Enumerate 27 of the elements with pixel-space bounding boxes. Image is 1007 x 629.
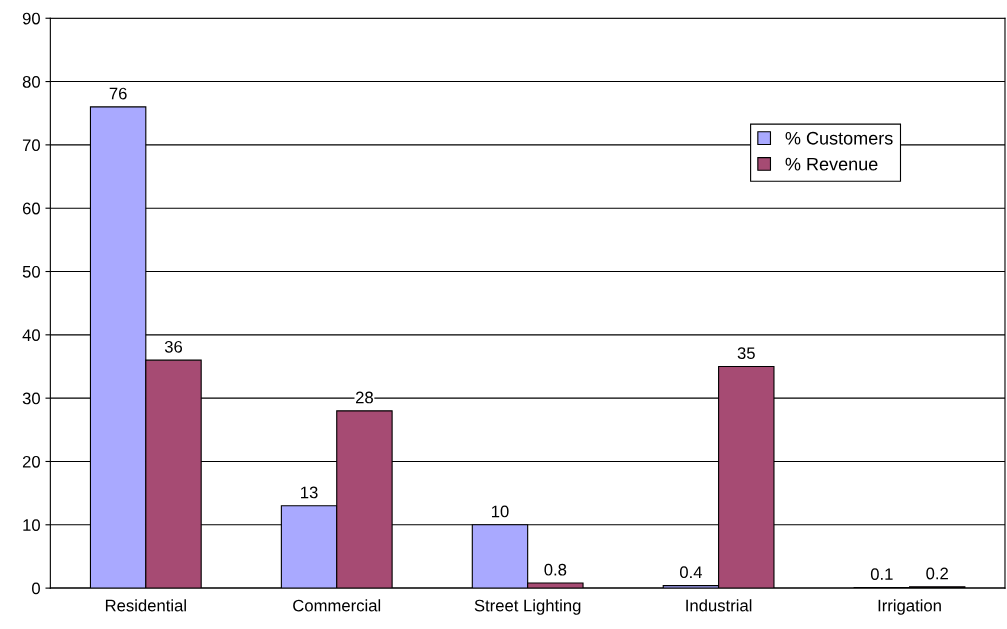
legend-label: % Customers	[785, 131, 893, 145]
data-label: 0.4	[679, 566, 703, 579]
y-tick-label: 10	[23, 519, 40, 531]
data-label: 0.2	[926, 567, 948, 580]
data-label: 35	[737, 347, 755, 360]
data-label: 13	[301, 486, 318, 499]
y-tick-label: 0	[32, 582, 40, 595]
data-label: 76	[109, 87, 127, 100]
data-label: 28	[356, 391, 373, 404]
data-label: 36	[164, 340, 183, 353]
x-tick-label: Industrial	[686, 599, 752, 612]
y-tick-label: 50	[22, 265, 40, 278]
x-tick-label: Residential	[105, 599, 186, 612]
x-tick-label: Irrigation	[878, 599, 941, 615]
y-tick-label: 70	[22, 139, 40, 152]
y-tick-label: 40	[22, 329, 40, 342]
data-label: 0.1	[870, 568, 893, 581]
y-tick-label: 20	[22, 455, 40, 468]
x-tick-label: Street Lighting	[474, 599, 581, 615]
data-label: 0.8	[544, 563, 567, 576]
data-label: 10	[491, 505, 509, 518]
y-tick-label: 60	[22, 202, 40, 215]
legend-label: % Revenue	[785, 157, 878, 171]
y-tick-label: 90	[22, 12, 40, 25]
y-tick-label: 80	[22, 75, 40, 88]
x-tick-label: Commercial	[293, 599, 381, 612]
y-tick-label: 30	[22, 392, 40, 405]
